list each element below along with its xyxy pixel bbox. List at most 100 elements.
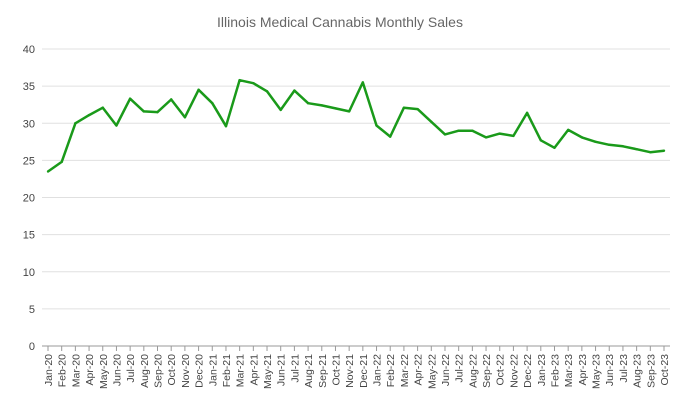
x-tick-label: May-22 — [426, 354, 438, 389]
data-point — [484, 136, 488, 139]
y-tick-label: 20 — [23, 193, 35, 205]
x-tick-label: Mar-23 — [563, 354, 575, 387]
y-tick-label: 15 — [23, 230, 35, 242]
x-tick-label: Jul-22 — [454, 354, 466, 383]
data-point — [46, 170, 50, 173]
data-point — [471, 129, 474, 132]
data-point — [402, 106, 406, 109]
x-tick-label: Jul-20 — [125, 354, 137, 383]
data-point — [580, 136, 584, 139]
x-tick-label: Aug-21 — [303, 354, 315, 388]
x-tick-label: May-20 — [98, 354, 110, 389]
x-tick-label: Oct-20 — [166, 354, 178, 386]
x-tick-label: Sep-23 — [645, 354, 657, 388]
y-tick-label: 40 — [23, 44, 35, 56]
data-point — [320, 104, 323, 107]
x-tick-label: Jun-22 — [440, 354, 452, 386]
x-tick-label: Feb-23 — [549, 354, 561, 387]
data-point — [60, 160, 63, 164]
x-tick-label: Sep-22 — [481, 354, 493, 388]
data-point — [170, 98, 173, 101]
data-point — [142, 110, 146, 113]
data-point — [252, 81, 255, 85]
data-point — [457, 129, 460, 132]
data-point — [553, 146, 556, 149]
x-tick-label: Dec-22 — [522, 354, 534, 388]
data-point — [662, 149, 666, 152]
data-point — [361, 81, 365, 84]
data-point — [101, 106, 104, 109]
x-tick-label: Nov-20 — [180, 354, 192, 388]
x-tick-label: Mar-20 — [70, 354, 82, 387]
y-tick-label: 30 — [23, 118, 35, 130]
data-point — [279, 108, 282, 112]
x-tick-label: Sep-20 — [153, 354, 165, 388]
data-point — [74, 122, 77, 125]
x-tick-label: Dec-21 — [358, 354, 370, 388]
x-tick-label: Aug-22 — [467, 354, 479, 388]
x-tick-label: Jan-21 — [207, 354, 219, 386]
series-line — [47, 78, 665, 173]
x-tick-label: Feb-22 — [385, 354, 397, 387]
y-tick-label: 25 — [23, 155, 35, 167]
data-point — [608, 143, 611, 146]
data-point — [238, 78, 241, 82]
x-tick-label: Apr-20 — [84, 354, 96, 386]
data-point — [594, 140, 597, 144]
x-tick-label: Aug-23 — [632, 354, 644, 388]
data-point — [525, 111, 529, 115]
x-tick-label: Nov-22 — [508, 354, 520, 388]
x-tick-label: Oct-21 — [330, 354, 342, 386]
y-tick-label: 0 — [29, 341, 35, 353]
data-point — [430, 120, 433, 123]
data-point — [87, 113, 91, 117]
data-point — [211, 102, 214, 105]
y-tick-label: 35 — [23, 81, 35, 93]
x-tick-label: Feb-20 — [57, 354, 69, 387]
x-tick-label: Jun-23 — [604, 354, 616, 386]
data-point — [566, 128, 570, 132]
x-tick-label: Aug-20 — [139, 354, 151, 388]
data-point — [621, 145, 625, 148]
data-point — [539, 139, 542, 142]
y-tick-label: 10 — [23, 267, 35, 279]
x-tick-label: Apr-21 — [248, 354, 260, 386]
data-point — [416, 107, 419, 111]
data-point — [224, 125, 228, 128]
data-point — [375, 124, 378, 127]
x-tick-label: May-21 — [262, 354, 274, 389]
data-point — [115, 124, 118, 127]
y-tick-label: 5 — [29, 304, 35, 316]
x-tick-label: Apr-22 — [413, 354, 425, 386]
x-tick-label: Jun-21 — [276, 354, 288, 386]
data-point — [649, 151, 652, 154]
x-tick-label: Sep-21 — [317, 354, 329, 388]
x-tick-label: Jul-21 — [289, 354, 301, 383]
x-tick-label: Feb-21 — [221, 354, 233, 387]
data-point — [306, 102, 310, 105]
x-tick-label: Oct-22 — [495, 354, 507, 386]
data-point — [265, 90, 269, 93]
x-tick-label: Jan-22 — [372, 354, 384, 386]
x-tick-label: Jul-23 — [618, 354, 630, 383]
x-tick-label: Jan-20 — [43, 354, 55, 386]
x-tick-label: Mar-21 — [235, 354, 247, 387]
data-point — [443, 133, 447, 136]
x-tick-label: May-23 — [591, 354, 603, 389]
data-point — [197, 88, 200, 92]
data-point — [512, 134, 515, 138]
x-tick-label: Apr-23 — [577, 354, 589, 386]
data-point — [347, 110, 351, 113]
data-point — [635, 148, 638, 151]
data-point — [156, 110, 159, 114]
data-point — [293, 89, 296, 92]
x-tick-label: Mar-22 — [399, 354, 411, 387]
data-point — [389, 135, 392, 138]
x-tick-label: Nov-21 — [344, 354, 356, 388]
data-point — [334, 107, 337, 110]
chart-title: Illinois Medical Cannabis Monthly Sales — [217, 14, 463, 30]
data-point — [498, 132, 501, 135]
x-tick-label: Jan-23 — [536, 354, 548, 386]
data-point — [183, 116, 187, 119]
